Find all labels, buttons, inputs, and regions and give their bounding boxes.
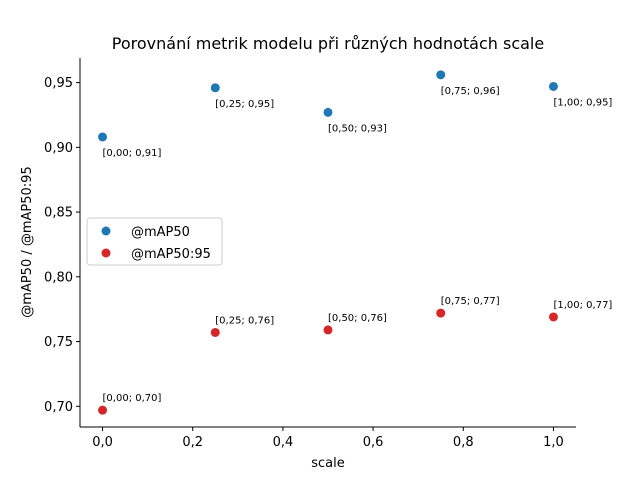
data-label: [0,50; 0,93] (328, 123, 387, 134)
data-point (436, 70, 446, 80)
y-tick-label: 0,95 (44, 76, 73, 91)
data-point (98, 405, 108, 415)
data-label: [0,25; 0,95] (215, 99, 274, 110)
data-point (210, 327, 220, 337)
data-points (98, 70, 558, 415)
legend-marker-map50 (101, 226, 111, 236)
y-tick-label: 0,90 (44, 141, 73, 156)
legend-label-map50: @mAP50 (131, 225, 190, 240)
data-point (98, 132, 108, 142)
data-label: [0,00; 0,91] (103, 148, 162, 159)
y-tick-label: 0,70 (44, 400, 73, 415)
data-point (323, 325, 333, 335)
data-label: [0,25; 0,76] (215, 315, 274, 326)
plot-area: 0,0 0,2 0,4 0,6 0,8 1,0 0,700,750,800,850,900… (44, 58, 612, 450)
x-axis-ticks: 0,0 0,2 0,4 0,6 0,8 1,0 (92, 427, 564, 450)
point-annotations: [0,00; 0,91] [0,25; 0,95] [0,50; 0,93] [0,7… (103, 86, 613, 404)
data-label: [0,00; 0,70] (103, 393, 162, 404)
y-tick-label: 0,80 (44, 270, 73, 285)
data-label: [0,50; 0,76] (328, 313, 387, 324)
data-point (548, 312, 558, 322)
x-tick-label: 0,8 (453, 435, 474, 450)
chart-title: Porovnání metrik modelu při různých hodn… (112, 34, 544, 53)
x-tick-label: 0,2 (182, 435, 203, 450)
data-label: [0,75; 0,96] (441, 86, 500, 97)
y-axis-label: @mAP50 / @mAP50:95 (20, 166, 35, 317)
x-tick-label: 0,4 (273, 435, 294, 450)
data-point (323, 107, 333, 117)
data-label: [1,00; 0,95] (553, 97, 612, 108)
legend-label-map50-95: @mAP50:95 (131, 247, 211, 262)
data-label: [1,00; 0,77] (553, 300, 612, 311)
legend-marker-map50-95 (101, 248, 111, 258)
legend: @mAP50 @mAP50:95 (86, 217, 223, 266)
y-tick-label: 0,75 (44, 335, 73, 350)
y-tick-label: 0,85 (44, 206, 73, 221)
data-point (210, 83, 220, 93)
x-tick-label: 0,0 (92, 435, 113, 450)
x-tick-label: 0,6 (363, 435, 384, 450)
y-axis-ticks: 0,70 0,75 0,80 0,85 0,90 0,95 (44, 76, 80, 415)
data-point (436, 308, 446, 318)
data-point (548, 81, 558, 91)
data-label: [0,75; 0,77] (441, 296, 500, 307)
x-tick-label: 1,0 (543, 435, 564, 450)
x-axis-label: scale (311, 456, 345, 471)
legend-frame (86, 217, 223, 266)
